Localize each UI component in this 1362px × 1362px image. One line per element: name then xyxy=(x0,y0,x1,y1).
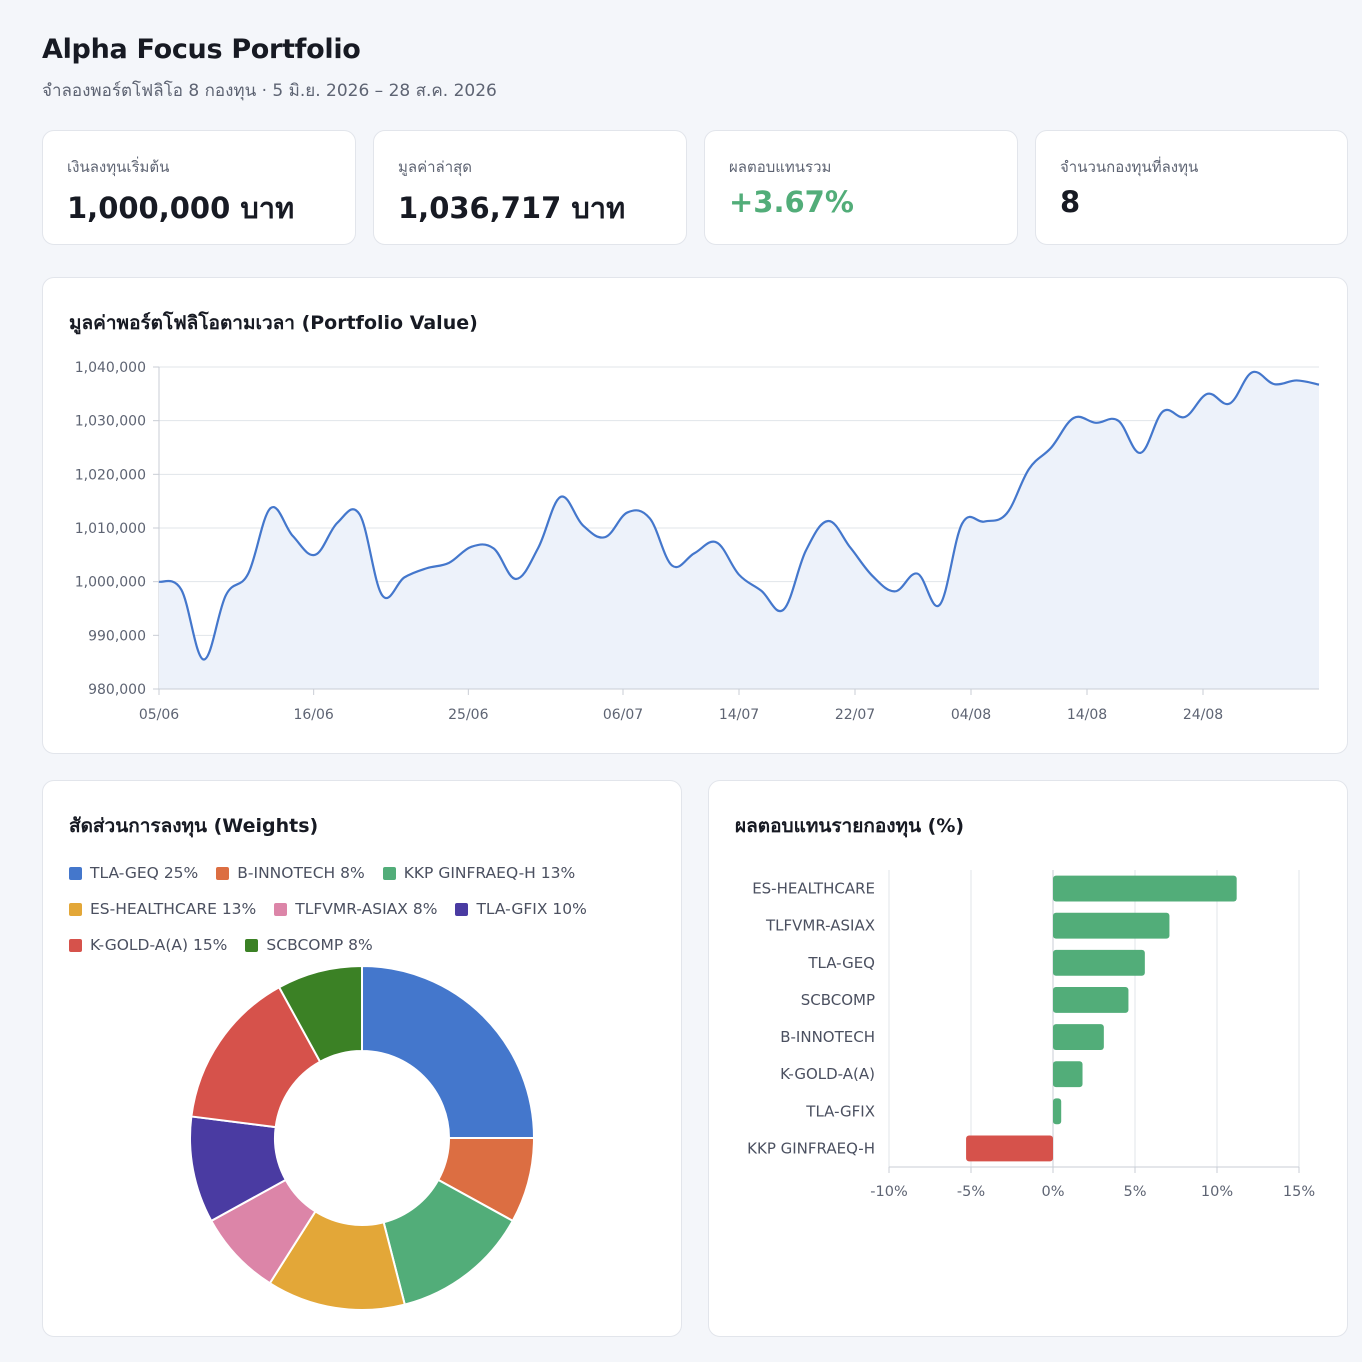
legend-item[interactable]: ES-HEALTHCARE 13% xyxy=(69,891,256,927)
x-tick-label: 16/06 xyxy=(293,707,333,723)
x-tick-label: 25/06 xyxy=(448,707,488,723)
y-tick-label: 1,020,000 xyxy=(75,467,146,483)
legend-item[interactable]: KKP GINFRAEQ-H 13% xyxy=(382,855,576,891)
kpi-label: มูลค่าล่าสุด xyxy=(398,158,473,176)
bar-b-innotech xyxy=(1053,1024,1104,1051)
kpi-card-fund-count: จำนวนกองทุนที่ลงทุน 8 xyxy=(1035,130,1348,245)
weights-legend: TLA-GEQ 25% B-INNOTECH 8% KKP GINFRAEQ-H 1… xyxy=(69,855,669,963)
weights-donut-chart xyxy=(189,964,536,1311)
y-tick-label: 980,000 xyxy=(88,682,146,698)
legend-label: ES-HEALTHCARE 13% xyxy=(90,900,257,918)
legend-label: B-INNOTECH 8% xyxy=(237,864,365,882)
x-tick-label: 05/06 xyxy=(139,707,179,723)
portfolio-value-card: มูลค่าพอร์ตโฟลิโอตามเวลา (Portfolio Valu… xyxy=(42,277,1348,754)
legend-label: SCBCOMP 8% xyxy=(266,936,373,954)
legend-swatch xyxy=(382,866,396,880)
bar-tla-gfix xyxy=(1053,1098,1062,1125)
y-tick-label: 990,000 xyxy=(88,628,146,644)
legend-item[interactable]: TLA-GFIX 10% xyxy=(455,891,587,927)
legend-item[interactable]: SCBCOMP 8% xyxy=(245,927,373,963)
category-label: B-INNOTECH xyxy=(780,1028,875,1046)
y-tick-label: 1,000,000 xyxy=(75,575,146,591)
legend-swatch xyxy=(69,938,82,952)
x-tick-label: 14/08 xyxy=(1067,707,1107,723)
legend-label: TLFVMR-ASIAX 8% xyxy=(295,900,438,918)
kpi-label: เงินลงทุนเริ่มต้น xyxy=(67,158,170,176)
bar-k-gold-a-a- xyxy=(1053,1061,1083,1088)
legend-label: K-GOLD-A(A) 15% xyxy=(90,936,228,954)
legend-label: TLA-GEQ 25% xyxy=(90,864,199,882)
x-tick-label: -5% xyxy=(957,1184,985,1200)
bar-tlfvmr-asiax xyxy=(1053,912,1170,939)
kpi-card-latest-value: มูลค่าล่าสุด 1,036,717 บาท xyxy=(373,130,687,245)
category-label: ES-HEALTHCARE xyxy=(752,880,875,898)
fund-returns-bar-chart: -10% -5% 0% 5% 10% 15% ES-HEALTHCARE TLFVMR-ASI… xyxy=(747,870,1315,1200)
kpi-label: ผลตอบแทนรวม xyxy=(729,158,832,176)
kpi-value: 8 xyxy=(1060,185,1081,219)
x-tick-label: 10% xyxy=(1201,1184,1233,1200)
legend-swatch xyxy=(69,902,82,916)
kpi-value: 1,000,000 บาท xyxy=(67,191,295,225)
y-tick-label: 1,030,000 xyxy=(75,414,146,430)
x-tick-label: 14/07 xyxy=(719,707,759,723)
legend-item[interactable]: TLFVMR-ASIAX 8% xyxy=(274,891,437,927)
page-title: Alpha Focus Portfolio xyxy=(42,34,361,65)
legend-row: TLA-GEQ 25% B-INNOTECH 8% KKP GINFRAEQ-H 1… xyxy=(69,855,669,891)
legend-label: TLA-GFIX 10% xyxy=(476,900,587,918)
category-label: TLFVMR-ASIAX xyxy=(765,917,875,935)
portfolio-value-line xyxy=(158,370,1320,661)
y-tick-label: 1,010,000 xyxy=(75,521,146,537)
category-label: TLA-GEQ xyxy=(807,954,875,972)
donut-slice-tla-geq xyxy=(361,964,536,1139)
legend-row: K-GOLD-A(A) 15% SCBCOMP 8% xyxy=(69,927,669,963)
chart-title: ผลตอบแทนรายกองทุน (%) xyxy=(735,815,965,837)
portfolio-value-chart: 1,040,000 1,030,000 1,020,000 1,010,000 1,00… xyxy=(75,360,1320,723)
kpi-value: +3.67% xyxy=(729,185,854,219)
kpi-label: จำนวนกองทุนที่ลงทุน xyxy=(1060,158,1199,176)
portfolio-value-area xyxy=(159,371,1319,689)
category-label: KKP GINFRAEQ-H xyxy=(747,1139,875,1157)
donut-slice-scbcomp xyxy=(277,964,363,1064)
legend-label: KKP GINFRAEQ-H 13% xyxy=(403,864,576,882)
bar-kkp-ginfraeq-h xyxy=(966,1135,1053,1162)
x-tick-label: 04/08 xyxy=(951,707,991,723)
y-tick-label: 1,040,000 xyxy=(75,360,146,376)
bar-scbcomp xyxy=(1053,986,1129,1013)
legend-swatch xyxy=(274,902,288,916)
category-label: K-GOLD-A(A) xyxy=(780,1065,875,1083)
x-tick-label: 24/08 xyxy=(1183,707,1223,723)
legend-row: ES-HEALTHCARE 13% TLFVMR-ASIAX 8% TLA-GFIX… xyxy=(69,891,669,927)
kpi-card-initial-investment: เงินลงทุนเริ่มต้น 1,000,000 บาท xyxy=(42,130,356,245)
legend-item[interactable]: B-INNOTECH 8% xyxy=(216,855,365,891)
x-tick-label: 22/07 xyxy=(835,707,875,723)
x-tick-label: 5% xyxy=(1123,1184,1146,1200)
x-tick-label: 06/07 xyxy=(603,707,643,723)
legend-swatch xyxy=(69,866,82,880)
legend-swatch xyxy=(455,902,469,916)
x-tick-label: 15% xyxy=(1283,1184,1315,1200)
x-tick-label: 0% xyxy=(1041,1184,1064,1200)
category-label: TLA-GFIX xyxy=(805,1102,875,1120)
kpi-value: 1,036,717 บาท xyxy=(398,191,626,225)
weights-card: สัดส่วนการลงทุน (Weights) TLA-GEQ 25% B-I… xyxy=(42,780,682,1337)
page-header: Alpha Focus Portfolio จำลองพอร์ตโฟลิโอ 8… xyxy=(42,34,497,104)
bar-tla-geq xyxy=(1053,949,1145,976)
legend-item[interactable]: K-GOLD-A(A) 15% xyxy=(69,927,227,963)
legend-swatch xyxy=(216,866,230,880)
page-subtitle: จำลองพอร์ตโฟลิโอ 8 กองทุน · 5 มิ.ย. 2026… xyxy=(42,81,497,101)
legend-item[interactable]: TLA-GEQ 25% xyxy=(69,855,198,891)
chart-title: มูลค่าพอร์ตโฟลิโอตามเวลา (Portfolio Valu… xyxy=(69,312,478,334)
legend-swatch xyxy=(245,938,259,952)
category-label: SCBCOMP xyxy=(801,991,875,1009)
fund-returns-card: ผลตอบแทนรายกองทุน (%) -10% -5% 0% 5% 10% 15% E… xyxy=(708,780,1348,1337)
kpi-card-total-return: ผลตอบแทนรวม +3.67% xyxy=(704,130,1018,245)
x-tick-label: -10% xyxy=(870,1184,907,1200)
bar-es-healthcare xyxy=(1053,875,1237,902)
chart-title: สัดส่วนการลงทุน (Weights) xyxy=(69,815,319,837)
